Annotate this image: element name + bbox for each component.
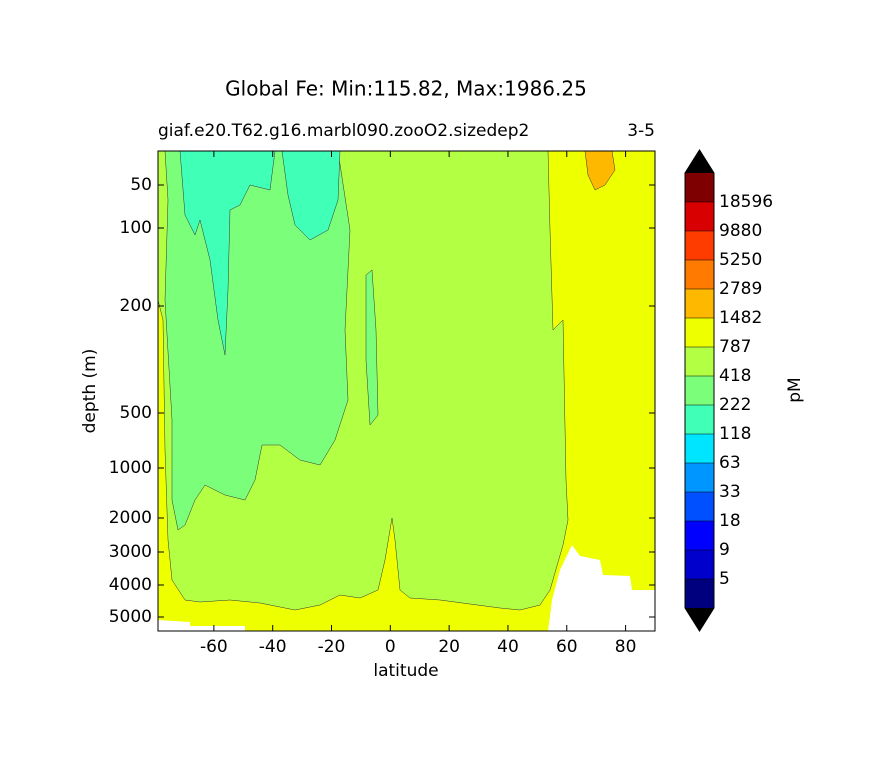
y-tick-label: 1000	[109, 458, 152, 478]
land-mask	[158, 620, 245, 631]
y-tick-label: 2000	[109, 508, 152, 528]
colorbar-segment	[685, 579, 714, 608]
colorbar-tick-label: 18	[719, 511, 741, 531]
plot-frame	[157, 150, 656, 632]
colorbar-segment	[685, 376, 714, 405]
y-tick-label: 5000	[109, 607, 152, 627]
colorbar-segment	[685, 231, 714, 260]
colorbar-segment	[685, 463, 714, 492]
chart-title: Global Fe: Min:115.82, Max:1986.25	[225, 77, 587, 101]
y-tick-label: 100	[120, 218, 152, 238]
colorbar-tick-label: 63	[719, 453, 741, 473]
colorbar-segment	[685, 202, 714, 231]
colorbar-segment	[685, 260, 714, 289]
colorbar-segment	[685, 492, 714, 521]
colorbar-tick-label: 5	[719, 569, 730, 589]
colorbar-tick-label: 2789	[719, 279, 762, 299]
colorbar-tick-label: 787	[719, 337, 751, 357]
land-mask	[548, 545, 655, 631]
colorbar-tick-label: 5250	[719, 250, 762, 270]
colorbar-segment	[685, 173, 714, 202]
x-tick-label: 80	[615, 637, 637, 657]
x-tick-label: -60	[200, 637, 228, 657]
y-tick-label: 50	[130, 175, 152, 195]
colorbar-tick-label: 9880	[719, 221, 762, 241]
x-tick-label: 40	[497, 637, 519, 657]
colorbar-segment	[685, 521, 714, 550]
contour-region	[281, 150, 341, 241]
colorbar-segment	[685, 405, 714, 434]
y-tick-label: 200	[120, 296, 152, 316]
colorbar-segment	[685, 347, 714, 376]
colorbar-segment	[685, 289, 714, 318]
x-tick-label: -40	[259, 637, 287, 657]
colorbar-extend	[685, 150, 714, 173]
colorbar-tick-label: 222	[719, 395, 751, 415]
contour-region	[179, 150, 276, 356]
colorbar-extend	[685, 608, 714, 631]
colorbar-frame	[684, 149, 715, 632]
x-axis-label: latitude	[373, 661, 438, 681]
contour-field	[157, 150, 656, 632]
colorbar-segment	[685, 550, 714, 579]
chart-subtitle-right: 3-5	[627, 121, 655, 141]
colorbar-segment	[685, 318, 714, 347]
colorbar-tick-label: 9	[719, 540, 730, 560]
colorbar-tick-label: 1482	[719, 308, 762, 328]
x-tick-label: 20	[438, 637, 460, 657]
colorbar-tick-label: 33	[719, 482, 741, 502]
colorbar-tick-label: 118	[719, 424, 751, 444]
x-tick-label: 60	[556, 637, 578, 657]
y-tick-label: 3000	[109, 542, 152, 562]
colorbar-tick-label: 418	[719, 366, 751, 386]
colorbar-tick-label: 18596	[719, 192, 773, 212]
y-tick-label: 4000	[109, 575, 152, 595]
y-tick-label: 500	[120, 403, 152, 423]
chart-subtitle: giaf.e20.T62.g16.marbl090.zooO2.sizedep2	[158, 121, 529, 141]
colorbar-segment	[685, 434, 714, 463]
colorbar-label: pM	[785, 377, 805, 402]
contour-region	[365, 269, 379, 426]
x-tick-label: -20	[318, 637, 346, 657]
y-axis-label: depth (m)	[80, 349, 100, 434]
x-tick-label: 0	[385, 637, 396, 657]
